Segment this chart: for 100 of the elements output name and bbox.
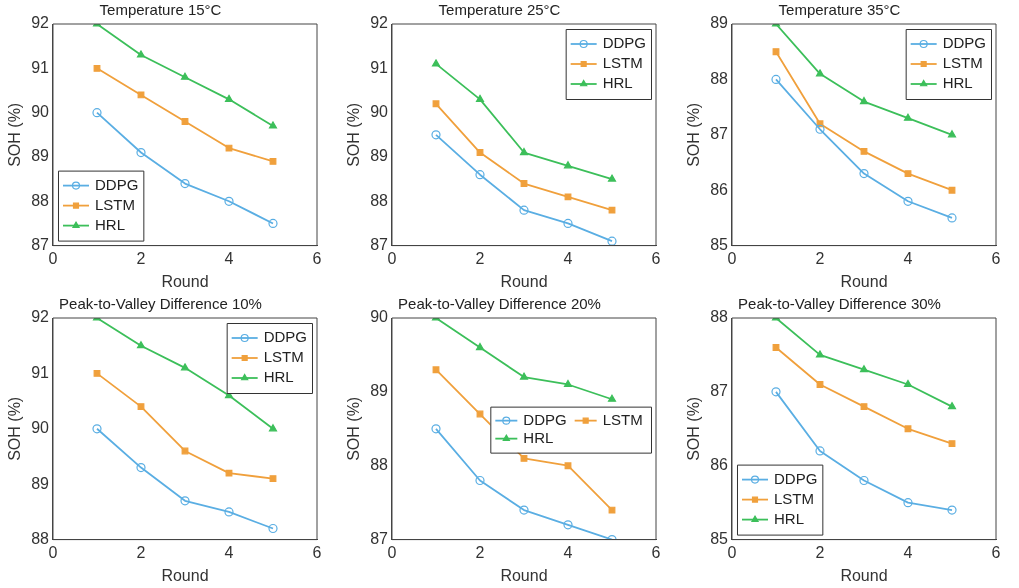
point xyxy=(903,379,913,388)
point xyxy=(859,475,869,486)
point xyxy=(268,218,278,229)
legend-label: HRL xyxy=(774,509,805,527)
point xyxy=(772,344,780,351)
y-tick-label: 85 xyxy=(710,530,729,548)
x-tick-label: 6 xyxy=(991,543,1001,561)
x-tick-label: 6 xyxy=(651,249,661,267)
x-tick-label: 6 xyxy=(312,249,322,267)
point xyxy=(859,168,869,179)
point xyxy=(815,69,825,77)
point xyxy=(431,424,441,434)
y-tick-label: 88 xyxy=(370,456,389,474)
y-tick-label: 92 xyxy=(31,308,50,326)
x-tick-label: 0 xyxy=(387,249,397,267)
point xyxy=(136,50,146,58)
x-axis-title: Round xyxy=(840,566,888,584)
point xyxy=(947,130,957,138)
point xyxy=(859,365,869,373)
legend-label: LSTM xyxy=(602,54,643,72)
legend-label: HRL xyxy=(942,74,973,92)
legend-label: DDPG xyxy=(942,34,987,52)
point xyxy=(180,178,190,189)
point xyxy=(520,454,528,462)
point xyxy=(947,402,957,410)
point xyxy=(269,157,277,165)
y-tick-label: 87 xyxy=(370,530,389,548)
x-tick-label: 2 xyxy=(815,249,825,267)
y-tick-label: 86 xyxy=(710,456,729,474)
x-tick-label: 4 xyxy=(224,249,234,267)
point xyxy=(904,425,912,433)
legend-label: LSTM xyxy=(263,348,304,366)
legend-label: HRL xyxy=(602,74,633,92)
y-tick-label: 85 xyxy=(710,236,729,254)
point xyxy=(93,369,101,377)
point xyxy=(948,440,956,447)
point xyxy=(771,387,781,397)
y-tick-label: 92 xyxy=(370,14,389,32)
point xyxy=(520,180,528,187)
point xyxy=(180,72,190,80)
point xyxy=(432,366,440,374)
x-tick-label: 2 xyxy=(475,543,485,561)
x-axis-title: Round xyxy=(500,566,548,584)
x-tick-label: 2 xyxy=(136,249,146,267)
y-tick-label: 88 xyxy=(710,69,729,87)
point xyxy=(431,130,441,140)
chart-title: Temperature 15°C xyxy=(99,1,222,19)
legend-label: HRL xyxy=(523,428,554,446)
y-tick-label: 88 xyxy=(370,191,389,209)
point xyxy=(947,213,957,223)
point xyxy=(563,379,573,388)
point xyxy=(519,505,529,515)
point xyxy=(431,59,441,67)
point xyxy=(269,475,277,483)
point xyxy=(607,174,617,182)
x-tick-label: 4 xyxy=(903,249,913,267)
legend-label: LSTM xyxy=(774,489,815,507)
point xyxy=(563,218,573,229)
point xyxy=(475,475,485,486)
y-tick-label: 91 xyxy=(31,58,50,76)
point xyxy=(815,124,825,134)
point xyxy=(224,196,234,206)
chart-title: Peak-to-Valley Difference 30% xyxy=(738,295,941,313)
y-tick-label: 90 xyxy=(31,103,50,121)
point xyxy=(225,469,233,477)
y-axis-title: SOH (%) xyxy=(685,396,703,461)
point xyxy=(224,94,234,102)
point xyxy=(860,147,868,155)
x-axis-title: Round xyxy=(500,272,548,290)
point xyxy=(815,446,825,456)
x-axis-title: Round xyxy=(161,566,209,584)
y-tick-label: 89 xyxy=(370,382,389,400)
legend-label: DDPG xyxy=(774,469,818,487)
point xyxy=(93,64,101,72)
y-tick-label: 91 xyxy=(370,58,389,76)
x-tick-label: 0 xyxy=(727,249,737,267)
y-tick-label: 91 xyxy=(31,363,50,381)
legend-label: DDPG xyxy=(602,34,647,52)
point xyxy=(860,403,868,411)
point xyxy=(564,462,572,470)
legend-label: LSTM xyxy=(95,195,136,213)
y-tick-label: 88 xyxy=(710,308,729,326)
point xyxy=(268,424,278,432)
y-tick-label: 89 xyxy=(370,147,389,165)
x-tick-label: 0 xyxy=(48,249,58,267)
point xyxy=(268,121,278,129)
point xyxy=(475,94,485,102)
x-axis-title: Round xyxy=(161,272,209,290)
legend-label: DDPG xyxy=(263,328,308,346)
point xyxy=(816,381,824,388)
x-tick-label: 6 xyxy=(312,543,322,561)
point xyxy=(772,48,780,56)
point xyxy=(607,394,617,402)
x-tick-label: 0 xyxy=(387,543,397,561)
point xyxy=(476,149,484,156)
point xyxy=(563,161,573,169)
point xyxy=(225,144,233,152)
point xyxy=(432,100,440,108)
point xyxy=(136,341,146,349)
point xyxy=(947,505,957,515)
